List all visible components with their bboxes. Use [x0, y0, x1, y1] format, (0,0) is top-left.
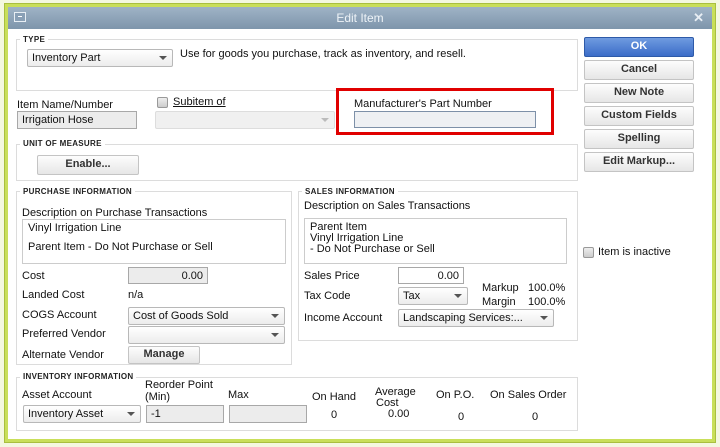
purchase-legend: PURCHASE INFORMATION: [20, 187, 135, 196]
cogs-value: Cost of Goods Sold: [133, 310, 229, 322]
on-po-value: 0: [458, 411, 465, 423]
cogs-dropdown[interactable]: Cost of Goods Sold: [128, 307, 285, 325]
uom-section: [16, 144, 578, 181]
type-dropdown[interactable]: Inventory Part: [27, 49, 173, 67]
item-inactive-checkbox[interactable]: [583, 247, 594, 258]
sales-desc-line: Vinyl Irrigation Line: [310, 232, 404, 244]
on-sales-order-value: 0: [532, 411, 539, 423]
custom-fields-button[interactable]: Custom Fields: [584, 106, 694, 126]
tax-value: Tax: [403, 290, 421, 302]
item-inactive-label: Item is inactive: [598, 246, 671, 258]
reorder-point-label: Reorder Point: [145, 379, 213, 391]
asset-account-dropdown[interactable]: Inventory Asset: [23, 405, 141, 423]
chevron-down-icon: [127, 412, 135, 416]
close-icon[interactable]: ✕: [693, 10, 704, 25]
subitem-checkbox[interactable]: [157, 97, 168, 108]
margin-label: Margin: [482, 296, 516, 308]
income-account-dropdown[interactable]: Landscaping Services:...: [398, 309, 554, 327]
landed-cost-label: Landed Cost: [22, 289, 85, 301]
income-account-label: Income Account: [304, 312, 383, 324]
type-legend: TYPE: [20, 35, 49, 44]
item-name-label: Item Name/Number: [17, 99, 113, 111]
max-input[interactable]: [229, 405, 307, 423]
tax-code-dropdown[interactable]: Tax: [398, 287, 468, 305]
sales-legend: SALES INFORMATION: [302, 187, 398, 196]
on-hand-value: 0: [331, 409, 338, 421]
window-title: Edit Item: [336, 11, 384, 25]
sales-section: [298, 191, 578, 341]
on-po-label: On P.O.: [436, 389, 475, 401]
type-section: [16, 39, 578, 91]
subitem-label: Subitem of: [173, 96, 226, 108]
sales-price-input[interactable]: 0.00: [398, 267, 464, 284]
chevron-down-icon: [159, 56, 167, 60]
type-value: Inventory Part: [32, 52, 101, 64]
new-note-button[interactable]: New Note: [584, 83, 694, 103]
edit-markup-button[interactable]: Edit Markup...: [584, 152, 694, 172]
preferred-vendor-dropdown[interactable]: [128, 326, 285, 344]
landed-cost-value: n/a: [128, 289, 144, 301]
cancel-button[interactable]: Cancel: [584, 60, 694, 80]
edit-item-window: Edit Item ✕ TYPE Inventory Part Use for …: [5, 4, 715, 442]
spelling-button[interactable]: Spelling: [584, 129, 694, 149]
chevron-down-icon: [271, 333, 279, 337]
cost-input[interactable]: 0.00: [128, 267, 208, 284]
average-cost-label-2: Cost: [376, 397, 399, 409]
sales-desc-line: - Do Not Purchase or Sell: [310, 243, 435, 255]
uom-legend: UNIT OF MEASURE: [20, 139, 105, 148]
tax-code-label: Tax Code: [304, 290, 351, 302]
enable-uom-button[interactable]: Enable...: [37, 155, 139, 175]
mpn-input[interactable]: [354, 111, 536, 128]
purchase-desc-line: Vinyl Irrigation Line: [28, 222, 122, 234]
system-menu-icon[interactable]: [14, 12, 26, 22]
inventory-section: [16, 377, 578, 431]
sales-desc-label: Description on Sales Transactions: [304, 200, 471, 212]
on-sales-order-label: On Sales Order: [490, 389, 567, 401]
cogs-label: COGS Account: [22, 309, 97, 321]
markup-label: Markup: [482, 282, 519, 294]
purchase-desc-line: Parent Item - Do Not Purchase or Sell: [28, 241, 213, 253]
mpn-label: Manufacturer's Part Number: [354, 98, 492, 110]
max-label: Max: [228, 389, 249, 401]
ok-button[interactable]: OK: [584, 37, 694, 57]
margin-value: 100.0%: [528, 296, 566, 308]
inventory-legend: INVENTORY INFORMATION: [20, 372, 137, 381]
type-description: Use for goods you purchase, track as inv…: [180, 48, 466, 60]
sales-price-label: Sales Price: [304, 270, 360, 282]
chevron-down-icon: [454, 294, 462, 298]
purchase-section: [16, 191, 292, 365]
markup-value: 100.0%: [528, 282, 566, 294]
reorder-point-input[interactable]: -1: [146, 405, 224, 423]
item-name-input[interactable]: Irrigation Hose: [17, 111, 137, 129]
chevron-down-icon: [271, 314, 279, 318]
chevron-down-icon: [321, 118, 329, 122]
asset-value: Inventory Asset: [28, 408, 104, 420]
manage-vendor-button[interactable]: Manage: [128, 346, 200, 364]
on-hand-label: On Hand: [312, 391, 357, 403]
alternate-vendor-label: Alternate Vendor: [22, 349, 104, 361]
purchase-desc-label: Description on Purchase Transactions: [22, 207, 208, 219]
chevron-down-icon: [540, 316, 548, 320]
reorder-min-label: (Min): [145, 391, 171, 403]
subitem-dropdown[interactable]: [155, 111, 335, 129]
purchase-desc-textarea[interactable]: Vinyl Irrigation Line Parent Item - Do N…: [22, 219, 286, 264]
average-cost-value: 0.00: [388, 408, 410, 420]
title-bar: Edit Item ✕: [8, 7, 712, 29]
income-value: Landscaping Services:...: [403, 312, 523, 324]
average-cost-label: Average: [375, 386, 416, 398]
sales-desc-line: Parent Item: [310, 221, 367, 233]
preferred-vendor-label: Preferred Vendor: [22, 328, 106, 340]
highlight-box: [336, 88, 554, 135]
cost-label: Cost: [22, 270, 45, 282]
sales-desc-textarea[interactable]: Parent Item Vinyl Irrigation Line - Do N…: [304, 218, 567, 264]
asset-account-label: Asset Account: [22, 389, 92, 401]
